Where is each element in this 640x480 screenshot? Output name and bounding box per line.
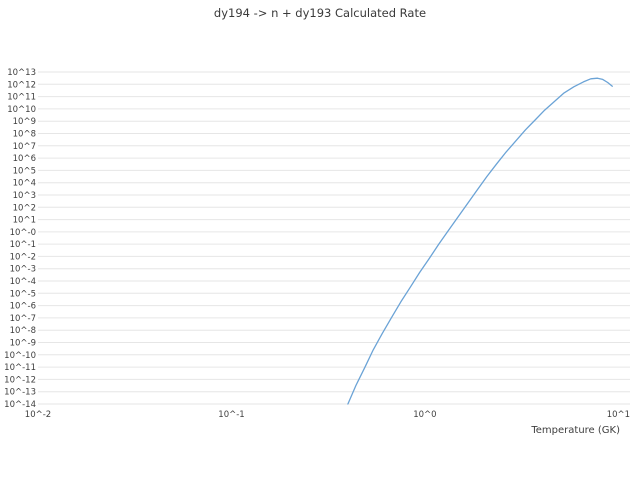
series-layer xyxy=(347,77,613,405)
y-tick-label: 10^-9 xyxy=(10,339,36,349)
y-tick-label: 10^10 xyxy=(7,105,36,115)
y-tick-label: 10^-8 xyxy=(10,326,36,336)
y-tick-label: 10^-0 xyxy=(10,228,36,238)
y-tick-label: 10^7 xyxy=(13,142,36,152)
rate-curve xyxy=(347,77,613,405)
y-tick-label: 10^-13 xyxy=(4,388,36,398)
y-tick-label: 10^-4 xyxy=(10,277,36,287)
y-tick-label: 10^-10 xyxy=(4,351,36,361)
y-tick-label: 10^12 xyxy=(7,80,36,90)
y-tick-label: 10^13 xyxy=(7,68,36,78)
y-tick-label: 10^4 xyxy=(13,179,36,189)
y-tick-label: 10^8 xyxy=(13,130,36,140)
y-tick-label: 10^-14 xyxy=(4,400,36,410)
y-tick-label: 10^-2 xyxy=(10,252,36,262)
y-tick-label: 10^-7 xyxy=(10,314,36,324)
y-tick-label: 10^-11 xyxy=(4,363,36,373)
y-tick-label: 10^-6 xyxy=(10,302,36,312)
y-tick-label: 10^-3 xyxy=(10,265,36,275)
chart-title: dy194 -> n + dy193 Calculated Rate xyxy=(214,6,426,20)
x-tick-label: 10^-2 xyxy=(25,410,51,420)
y-tick-label: 10^-5 xyxy=(10,289,36,299)
y-tick-label: 10^2 xyxy=(13,203,36,213)
y-tick-label: 10^-12 xyxy=(4,375,36,385)
y-tick-label: 10^5 xyxy=(13,166,36,176)
tick-layer: 10^13 10^12 10^11 10^10 10^9 10^8 10^7 10^6 10^5… xyxy=(4,68,630,420)
y-tick-label: 10^6 xyxy=(13,154,36,164)
grid-layer xyxy=(38,71,630,405)
y-tick-label: 10^3 xyxy=(13,191,36,201)
x-tick-label: 10^-1 xyxy=(218,410,244,420)
x-tick-label: 10^0 xyxy=(413,410,436,420)
x-axis-label: Temperature (GK) xyxy=(530,425,620,436)
y-tick-label: 10^11 xyxy=(7,93,36,103)
y-tick-label: 10^9 xyxy=(13,117,36,127)
y-tick-label: 10^-1 xyxy=(10,240,36,250)
y-tick-label: 10^1 xyxy=(13,216,36,226)
x-tick-label: 10^1 xyxy=(607,410,630,420)
